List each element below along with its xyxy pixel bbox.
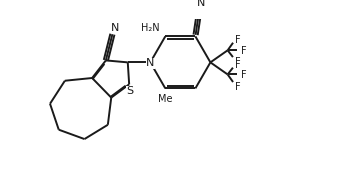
Text: F: F: [241, 70, 247, 80]
Text: H₂N: H₂N: [141, 23, 159, 33]
Text: F: F: [241, 46, 247, 56]
Text: N: N: [111, 23, 119, 33]
Text: S: S: [126, 86, 133, 96]
Text: N: N: [196, 0, 205, 8]
Text: F: F: [235, 35, 241, 45]
Text: F: F: [235, 57, 241, 66]
Text: F: F: [235, 82, 241, 91]
Text: Me: Me: [158, 94, 172, 104]
Text: F: F: [235, 60, 241, 70]
Text: N: N: [146, 58, 155, 68]
